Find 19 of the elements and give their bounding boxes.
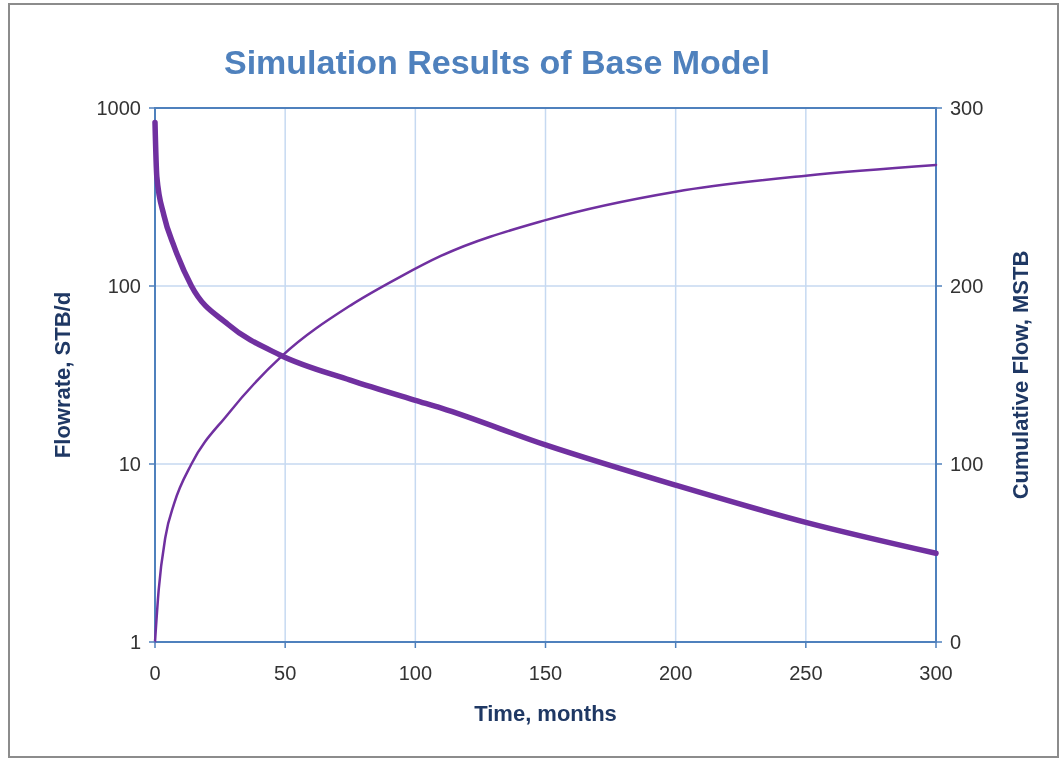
y2-tick-label: 300 bbox=[950, 97, 984, 119]
x-tick-label: 300 bbox=[919, 662, 953, 684]
y-axis-title: Flowrate, STB/d bbox=[50, 291, 75, 459]
y2-axis-title: Cumulative Flow, MSTB bbox=[1008, 250, 1033, 500]
y-tick-label: 100 bbox=[107, 275, 141, 297]
x-axis-title: Time, months bbox=[474, 701, 617, 726]
x-tick-label: 200 bbox=[658, 662, 693, 684]
y-tick-label: 1 bbox=[129, 631, 141, 653]
x-tick-label: 250 bbox=[789, 662, 823, 684]
y2-tick-label: 100 bbox=[950, 453, 984, 475]
y-tick-label: 1000 bbox=[96, 97, 141, 119]
y-tick-label: 10 bbox=[118, 453, 141, 475]
x-tick-label: 50 bbox=[274, 662, 297, 684]
x-tick-label: 150 bbox=[528, 662, 563, 684]
chart-title: Simulation Results of Base Model bbox=[224, 43, 770, 81]
y2-tick-label: 0 bbox=[950, 631, 962, 653]
x-tick-label: 100 bbox=[398, 662, 433, 684]
x-tick-label: 0 bbox=[149, 662, 161, 684]
y2-tick-label: 200 bbox=[950, 275, 984, 297]
